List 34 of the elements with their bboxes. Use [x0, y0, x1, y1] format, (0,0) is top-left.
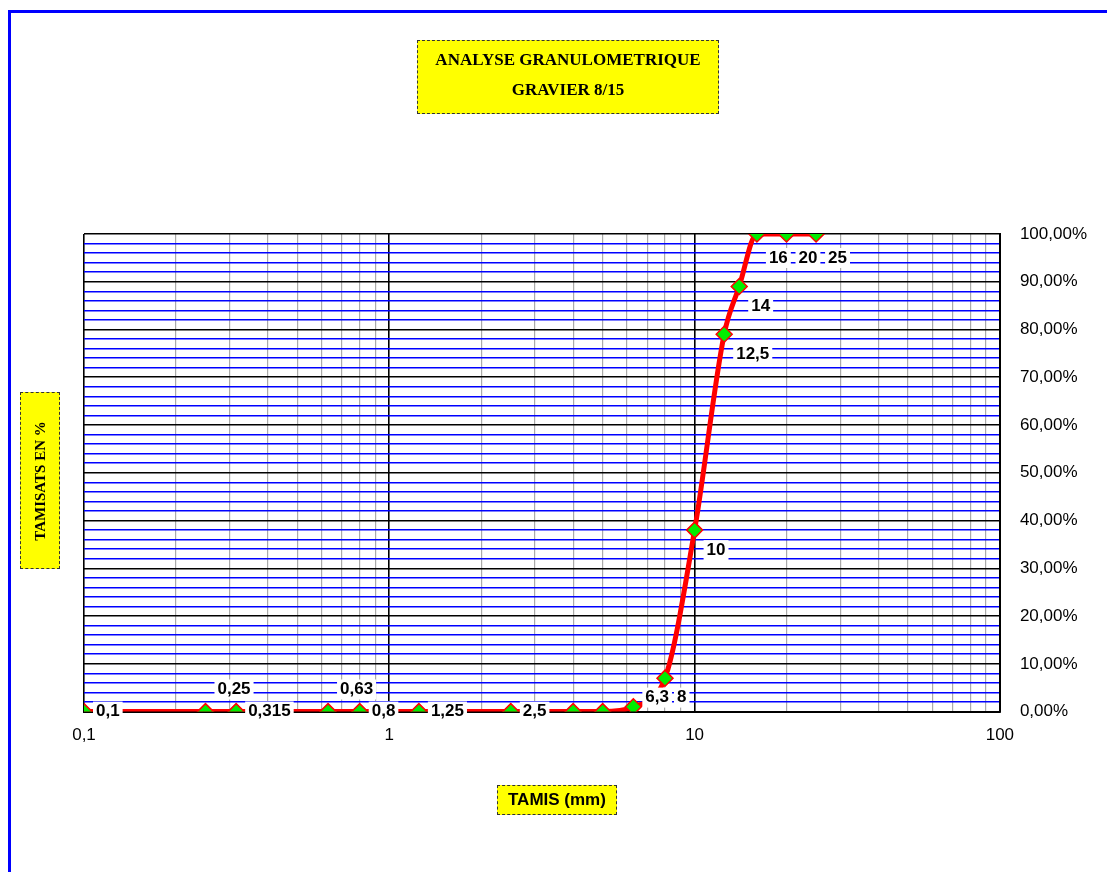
annotation: 14	[751, 296, 771, 316]
y-tick-label: 10,00%	[1019, 653, 1078, 673]
y-tick-label: 80,00%	[1019, 319, 1078, 339]
y-tick-label: 0,00%	[1019, 701, 1069, 721]
annotation: 12,5	[736, 343, 770, 363]
y-tick-label: 30,00%	[1019, 558, 1078, 578]
annotation: 2,5	[522, 701, 547, 721]
annotation: 10	[706, 539, 726, 559]
annotation: 8	[677, 687, 687, 707]
x-tick-label: 10	[685, 725, 705, 745]
x-tick-label: 100	[985, 725, 1015, 745]
annotation: 0,1	[96, 701, 120, 721]
annotation: 20	[798, 247, 818, 267]
annotation: 25	[828, 247, 847, 267]
y-tick-label: 100,00%	[1019, 223, 1088, 243]
y-tick-label: 60,00%	[1019, 414, 1078, 434]
annotation: 0,315	[248, 701, 291, 721]
x-axis-title: TAMIS (mm)	[497, 785, 617, 815]
annotation: 0,25	[217, 679, 251, 699]
annotation: 0,63	[340, 679, 374, 699]
annotation: 1,25	[430, 701, 464, 721]
chart-subtitle: GRAVIER 8/15	[510, 79, 626, 101]
annotation: 0,8	[371, 701, 396, 721]
chart-title: ANALYSE GRANULOMETRIQUE	[434, 49, 702, 71]
y-tick-label: 20,00%	[1019, 605, 1078, 625]
annotation: 6,3	[645, 687, 669, 707]
annotation: 16	[768, 247, 788, 267]
x-tick-label: 0,1	[72, 725, 96, 745]
y-tick-label: 70,00%	[1019, 366, 1078, 386]
y-tick-label: 40,00%	[1019, 510, 1078, 530]
y-axis-title: TAMISATS EN %	[31, 420, 49, 541]
x-tick-label: 1	[384, 725, 395, 745]
y-tick-label: 50,00%	[1019, 462, 1078, 482]
y-tick-label: 90,00%	[1019, 271, 1078, 291]
